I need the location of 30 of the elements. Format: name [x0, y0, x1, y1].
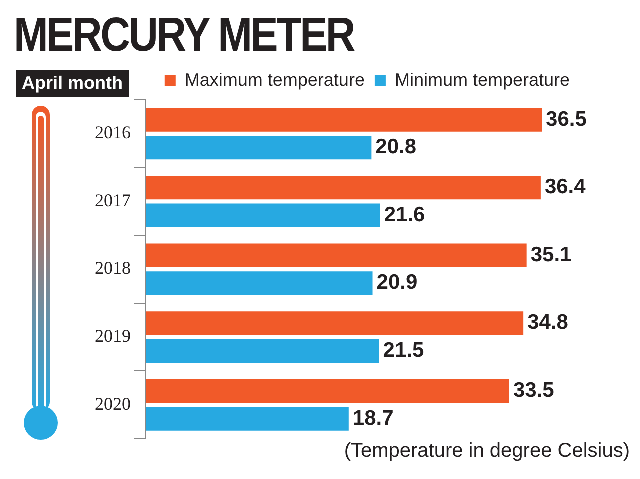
chart-title: MERCURY METER	[14, 8, 354, 63]
data-label: 21.5	[383, 338, 424, 362]
bar	[146, 176, 541, 200]
bar	[146, 339, 380, 364]
bar	[146, 108, 542, 132]
y-tick-label: 2018	[95, 258, 131, 278]
data-label: 36.4	[544, 176, 586, 199]
data-label: 36.5	[546, 108, 588, 131]
data-label: 34.8	[528, 311, 569, 334]
data-label: 33.5	[513, 379, 555, 402]
data-label: 35.1	[530, 243, 572, 266]
data-label: 21.6	[384, 203, 426, 226]
bar	[146, 312, 524, 336]
text: (Temperature in degree Celsius)	[344, 440, 630, 463]
y-tick-label: 2019	[95, 326, 131, 346]
chart-subtitle: April month	[16, 70, 129, 97]
bar	[146, 136, 372, 160]
data-label: 20.8	[376, 136, 417, 159]
y-tick-label: 2016	[95, 122, 131, 143]
y-tick-label: 2017	[95, 190, 131, 210]
legend-label: Minimum temperature	[394, 70, 570, 90]
bar	[146, 272, 373, 296]
legend-label: Maximum temperature	[184, 70, 365, 90]
bar	[146, 407, 349, 431]
bar	[146, 379, 510, 404]
data-label: 18.7	[352, 406, 394, 430]
bar	[146, 244, 527, 268]
bar	[146, 204, 380, 228]
y-tick-label: 2020	[95, 394, 131, 414]
data-label: 20.9	[376, 271, 418, 294]
